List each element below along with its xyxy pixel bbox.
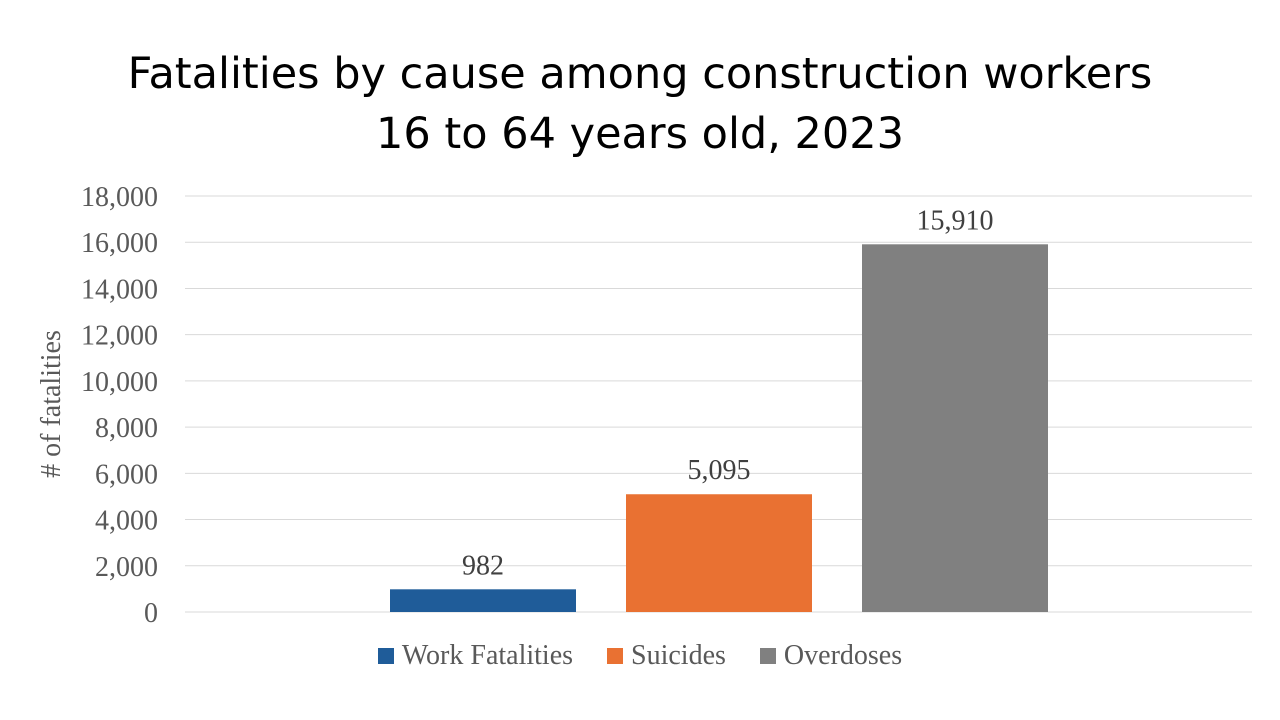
y-tick-label: 14,000 [81, 274, 158, 305]
chart-title: Fatalities by cause among construction w… [0, 44, 1280, 164]
y-tick-label: 10,000 [81, 367, 158, 398]
legend-item: Work Fatalities [377, 640, 574, 672]
y-axis-title: # of fatalities [36, 330, 67, 478]
legend: Work Fatalities Suicides Overdoses [0, 640, 1280, 672]
legend-item: Overdoses [759, 640, 903, 672]
y-tick-label: 8,000 [95, 413, 158, 444]
y-axis-ticks: 0 2,000 4,000 6,000 8,000 10,000 12,000 14,000 1… [81, 182, 158, 629]
y-tick-label: 4,000 [95, 506, 158, 537]
legend-label: Suicides [631, 640, 726, 671]
legend-swatch [377, 648, 394, 664]
data-label: 982 [462, 550, 504, 581]
bar-work-fatalities [390, 589, 576, 612]
chart-title-line-2: 16 to 64 years old, 2023 [376, 109, 904, 159]
legend-swatch [607, 648, 624, 664]
y-tick-label: 16,000 [81, 228, 158, 259]
legend-item: Suicides [607, 640, 726, 672]
legend-swatch [759, 648, 776, 664]
data-labels: 982 5,095 15,910 [462, 205, 994, 581]
bars [390, 244, 1048, 612]
legend-label: Work Fatalities [401, 640, 574, 671]
y-tick-label: 18,000 [81, 182, 158, 213]
y-tick-label: 2,000 [95, 552, 158, 583]
y-tick-label: 12,000 [81, 321, 158, 352]
y-tick-label: 0 [144, 598, 158, 629]
chart-title-line-1: Fatalities by cause among construction w… [127, 49, 1153, 99]
y-tick-label: 6,000 [95, 459, 158, 490]
bar-suicides [626, 494, 812, 612]
data-label: 15,910 [917, 205, 994, 236]
bar-overdoses [862, 244, 1048, 612]
data-label: 5,095 [688, 455, 751, 486]
legend-label: Overdoses [783, 640, 903, 671]
